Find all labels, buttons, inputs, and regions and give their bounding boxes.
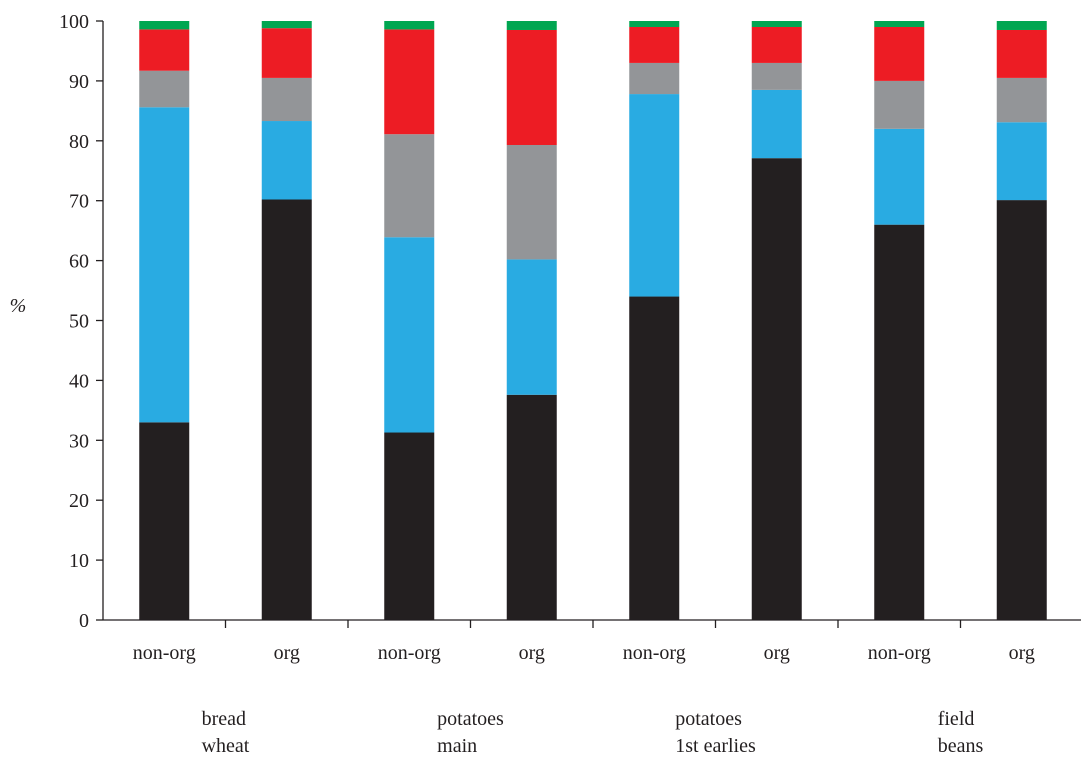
category-label: non-org [868,642,931,664]
bar-segment [629,26,680,63]
y-tick-label: 0 [79,610,89,632]
group-label-line1: potatoes [675,708,742,730]
bar-segment [384,134,435,238]
bar-segment [139,70,190,108]
bars-layer [139,21,1047,620]
bar-segment [751,62,802,90]
bar-segment [384,432,435,620]
group-label-line2: wheat [202,735,250,757]
category-label: non-org [623,642,686,664]
bar-segment [629,62,680,95]
y-tick-label: 40 [69,370,89,392]
category-label: org [1009,642,1035,664]
category-label: non-org [133,642,196,664]
category-label: non-org [378,642,441,664]
bar-segment [751,158,802,620]
bar-segment [629,296,680,620]
y-axis-label: % [10,295,27,317]
bar-segment [506,144,557,260]
bar-segment [384,21,435,30]
bar-segment [139,21,190,30]
bar-segment [261,21,312,29]
bar-segment [874,128,925,225]
y-tick-label: 20 [69,490,89,512]
bar-segment [996,200,1047,620]
bar-segment [384,29,435,135]
y-tick-label: 10 [69,550,89,572]
y-tick-label: 80 [69,131,89,153]
group-label-line1: potatoes [437,708,504,730]
bar-segment [874,21,925,27]
bar-segment [874,80,925,129]
bar-segment [629,21,680,27]
bar-segment [629,94,680,297]
bar-segment [506,29,557,145]
group-label-line2: main [437,735,477,757]
bar-segment [139,29,190,71]
group-label-line2: beans [938,735,984,757]
bar-segment [996,77,1047,123]
bar-segment [384,237,435,433]
bar-segment [139,422,190,620]
bar-segment [506,21,557,30]
y-tick-label: 30 [69,430,89,452]
bar-segment [261,77,312,122]
bar-segment [506,394,557,620]
y-tick-label: 90 [69,71,89,93]
bar-segment [874,26,925,81]
bar-segment [996,122,1047,201]
y-tick-label: 100 [59,11,89,33]
group-label-line1: bread [202,708,246,730]
y-tick-label: 70 [69,191,89,213]
y-tick-label: 50 [69,311,89,333]
bar-segment [751,89,802,159]
group-label-line1: field [938,708,975,730]
category-label: org [764,642,790,664]
bar-segment [996,21,1047,30]
category-label: org [519,642,545,664]
axes-layer: 0 10 20 30 40 50 60 70 80 90 100 non-org org non-org o… [59,11,1081,757]
bar-segment [506,259,557,395]
group-label-line2: 1st earlies [675,735,756,757]
bar-segment [261,28,312,78]
bar-segment [261,199,312,620]
y-tick-label: 60 [69,251,89,273]
category-label: org [274,642,300,664]
bar-segment [996,29,1047,78]
bar-segment [751,21,802,27]
bar-segment [874,224,925,620]
bar-segment [751,26,802,63]
bar-segment [261,121,312,200]
bar-segment [139,107,190,423]
